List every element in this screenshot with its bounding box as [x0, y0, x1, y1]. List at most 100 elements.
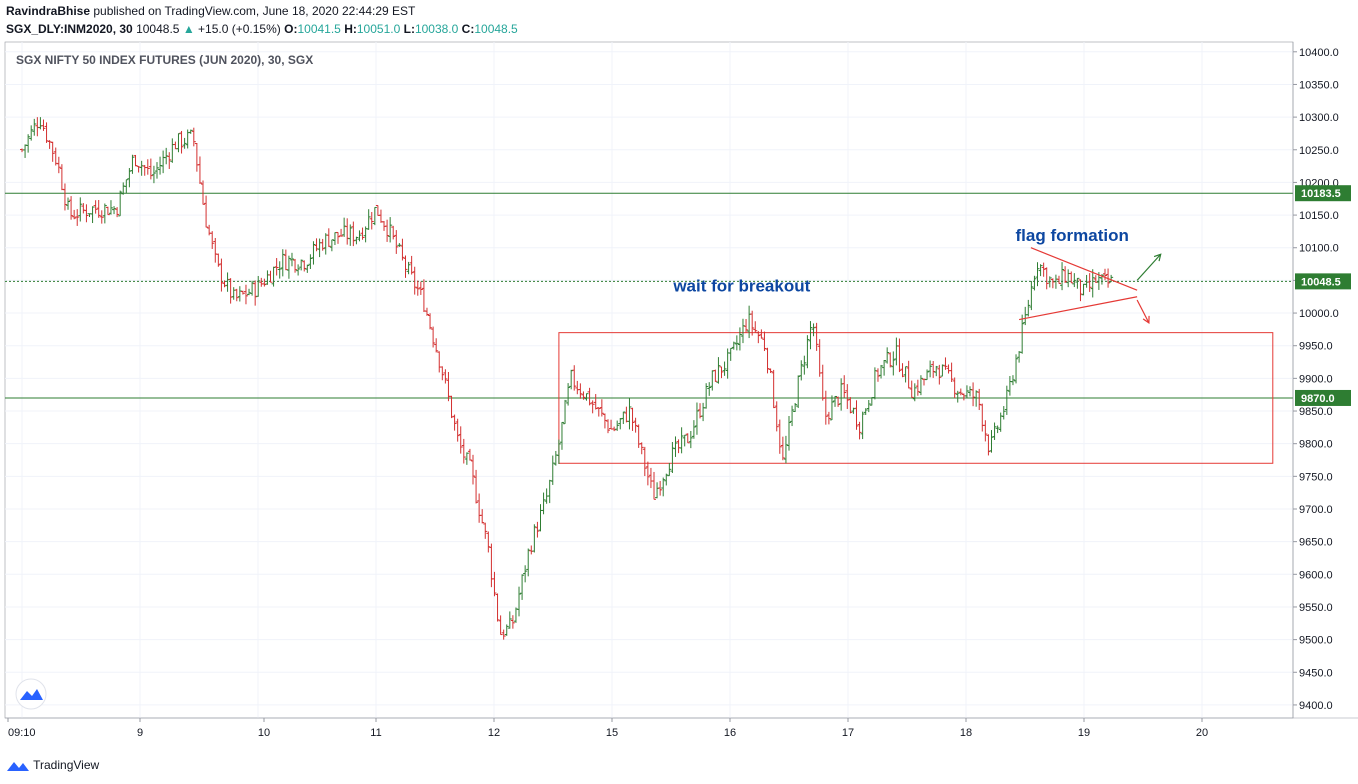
price-tick-label: 10400.0 [1299, 47, 1339, 59]
ohlc-bar [633, 417, 638, 433]
ohlc-bar [480, 509, 485, 524]
ohlc-bar [756, 331, 761, 344]
low-value: 10038.0 [414, 22, 459, 36]
price-chart[interactable]: SGX NIFTY 50 INDEX FUTURES (JUN 2020), 3… [0, 40, 1358, 748]
ohlc-bar [802, 355, 807, 375]
last-price: 10048.5 [136, 22, 180, 36]
price-tick-label: 10300.0 [1299, 112, 1339, 124]
tradingview-logo-icon[interactable] [15, 678, 47, 710]
ohlc-bar [688, 430, 693, 449]
ohlc-bar [658, 480, 663, 496]
ohlc-bar [351, 221, 356, 247]
ohlc-bar [372, 206, 377, 226]
ohlc-bar [440, 366, 445, 381]
ohlc-bar [685, 433, 690, 444]
ohlc-bar [1026, 299, 1031, 317]
flag-lower-line [1018, 296, 1138, 321]
ohlc-bar [412, 266, 417, 295]
ohlc-bar [823, 390, 828, 425]
ohlc-bar [673, 436, 678, 457]
open-label: O: [284, 22, 298, 36]
ohlc-bar [360, 227, 365, 240]
ohlc-bar [443, 369, 448, 384]
plot-area[interactable] [4, 41, 1294, 719]
ohlc-bar [759, 329, 764, 339]
ohlc-bar [983, 420, 988, 442]
ohlc-bar [354, 236, 359, 245]
ohlc-bar [744, 319, 749, 333]
open-value: 10041.5 [297, 22, 341, 36]
ohlc-bar [498, 615, 503, 636]
ohlc-bar [247, 288, 252, 296]
ohlc-bar [584, 393, 589, 401]
ohlc-bar [915, 379, 920, 396]
price-change: +15.0 (+0.15%) [198, 22, 281, 36]
ohlc-bar [75, 209, 80, 226]
ohlc-bar [845, 384, 850, 409]
ohlc-bar [1069, 271, 1074, 284]
ohlc-bar [774, 401, 779, 432]
price-label-text: 10183.5 [1301, 188, 1341, 200]
price-tick-label: 9800.0 [1299, 439, 1333, 451]
ohlc-bar [1020, 314, 1025, 354]
symbol-name[interactable]: SGX_DLY:INM2020, 30 [6, 22, 133, 36]
ohlc-bar [882, 360, 887, 376]
ohlc-bar [670, 442, 675, 474]
ohlc-bar [704, 383, 709, 409]
ohlc-bar [722, 361, 727, 376]
ohlc-bar [808, 321, 813, 350]
flag-pattern [1018, 247, 1138, 321]
ohlc-bar [339, 228, 344, 237]
ohlc-bar [934, 365, 939, 377]
ohlc-bar [112, 206, 117, 215]
ohlc-bar [1072, 273, 1077, 288]
ohlc-bar [587, 387, 592, 406]
ohlc-bar [964, 385, 969, 399]
ohlc-bar [563, 399, 568, 425]
ohlc-bar [283, 249, 288, 271]
ohlc-bar [415, 280, 420, 296]
high-label: H: [344, 22, 357, 36]
ohlc-bar [274, 258, 279, 276]
footer-brand[interactable]: TradingView [33, 758, 100, 772]
ohlc-bar [949, 362, 954, 382]
ohlc-bar [90, 206, 95, 224]
ohlc-bar [829, 395, 834, 421]
ohlc-bar [78, 197, 83, 222]
ohlc-bar [182, 137, 187, 149]
price-axis[interactable]: 9400.0 9450.0 9500.0 9550.0 9600.0 9650.0 9700… [1292, 42, 1339, 718]
ohlc-bar [612, 426, 617, 432]
price-tick-label: 9750.0 [1299, 471, 1333, 483]
price-label-badge [1295, 389, 1351, 406]
ohlc-bar [326, 228, 331, 247]
ohlc-bar [596, 407, 601, 417]
author-name[interactable]: RavindraBhise [6, 4, 91, 18]
ohlc-bar [26, 134, 31, 153]
ohlc-bar [1103, 268, 1108, 281]
ohlc-bar [903, 366, 908, 383]
price-tick-label: 9950.0 [1299, 341, 1333, 353]
symbol-info: SGX_DLY:INM2020, 30 10048.5 ▲ +15.0 (+0.… [6, 22, 518, 36]
ohlc-bar [1032, 275, 1037, 291]
ohlc-bar [559, 421, 564, 450]
ohlc-bar [599, 399, 604, 417]
ohlc-bar [250, 280, 255, 296]
ohlc-bar [645, 461, 650, 486]
ohlc-bar [906, 360, 911, 389]
ohlc-bar [50, 141, 55, 162]
ohlc-bar [296, 264, 301, 276]
ohlc-bar [541, 492, 546, 515]
ohlc-bar [857, 421, 862, 440]
ohlc-bar [108, 200, 113, 215]
tradingview-logo-icon[interactable] [6, 759, 30, 773]
ohlc-bar [302, 260, 307, 272]
annotation-text: wait for breakout [672, 276, 810, 295]
ohlc-bar [615, 420, 620, 431]
annotations: flag formation wait for breakout [672, 226, 1129, 295]
ohlc-bar [1014, 354, 1019, 384]
ohlc-bar [986, 434, 991, 456]
time-axis[interactable]: 09:10 9 10 11 12 15 16 17 18 19 20 [5, 717, 1358, 739]
ohlc-bar [397, 243, 402, 247]
high-value: 10051.0 [356, 22, 401, 36]
ohlc-bar [256, 275, 261, 297]
